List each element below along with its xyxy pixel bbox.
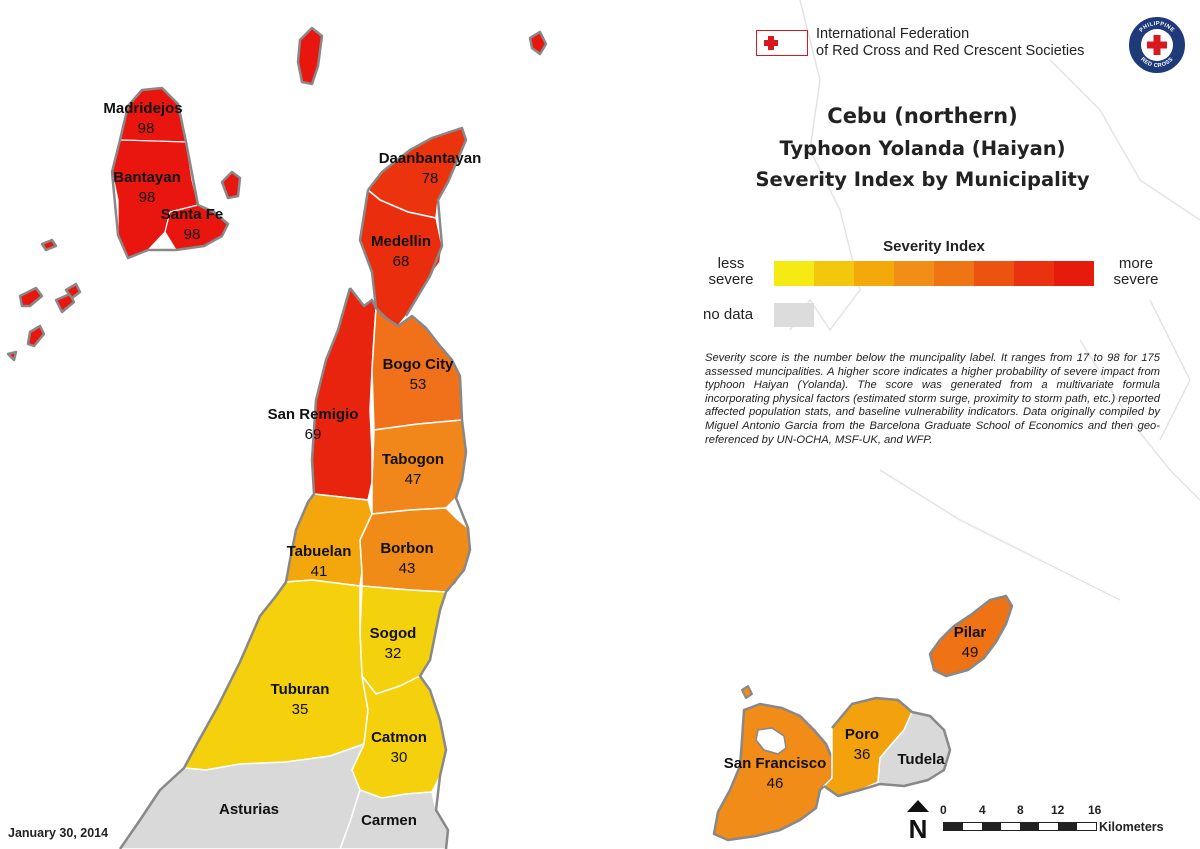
- score-catmon: 30: [391, 749, 408, 766]
- label-tuburan: Tuburan: [271, 681, 330, 698]
- scale-tick: 12: [1051, 803, 1065, 817]
- label-bantayan: Bantayan: [113, 169, 181, 186]
- philippine-red-cross-logo: PHILIPPINE RED CROSS: [1129, 17, 1185, 73]
- legend-less-label: less severe: [708, 255, 754, 288]
- islet: [528, 30, 548, 56]
- north-label: N: [909, 814, 928, 840]
- islet: [296, 26, 324, 86]
- label-madridejos: Madridejos: [103, 100, 182, 117]
- label-san-francisco: San Francisco: [724, 755, 827, 772]
- scale-unit-label: Kilometers: [1099, 820, 1164, 834]
- islet: [26, 324, 46, 348]
- label-daanbantayan: Daanbantayan: [379, 150, 482, 167]
- score-daanbantayan: 78: [422, 170, 439, 187]
- scale-tick: 8: [1017, 803, 1024, 817]
- legend-no-data-label: no data: [703, 306, 754, 323]
- ifrc-name-line2: of Red Cross and Red Crescent Societies: [816, 43, 1085, 59]
- score-tabogon: 47: [405, 471, 422, 488]
- legend-swatch: [974, 261, 1014, 286]
- bantayan-island: [6, 26, 548, 362]
- islet: [54, 292, 76, 314]
- ifrc-name-line1: International Federation: [816, 26, 970, 42]
- scale-tick: 4: [979, 803, 986, 817]
- scale-bar: [943, 822, 1097, 831]
- score-pilar: 49: [962, 644, 979, 661]
- legend-swatch: [814, 261, 854, 286]
- region-tuburan: [183, 579, 369, 771]
- scale-tick: 16: [1088, 803, 1102, 817]
- label-sogod: Sogod: [370, 625, 417, 642]
- score-tuburan: 35: [292, 701, 309, 718]
- legend-more-label: more severe: [1113, 255, 1159, 288]
- label-santa-fe: Santa Fe: [161, 206, 224, 223]
- region-pilar: [928, 594, 1014, 678]
- legend-swatch: [1014, 261, 1054, 286]
- islet: [220, 170, 242, 200]
- map-date: January 30, 2014: [8, 826, 109, 840]
- ifrc-org-name: International Federation of Red Cross an…: [816, 26, 1084, 60]
- label-catmon: Catmon: [371, 729, 427, 746]
- score-santa-fe: 98: [184, 226, 201, 243]
- legend-swatch: [934, 261, 974, 286]
- islet: [40, 238, 58, 252]
- score-medellin: 68: [393, 253, 410, 270]
- label-tabuelan: Tabuelan: [287, 543, 352, 560]
- label-borbon: Borbon: [380, 540, 433, 557]
- region-tabuelan: [285, 493, 373, 587]
- score-poro: 36: [854, 746, 871, 763]
- score-bogo-city: 53: [410, 376, 427, 393]
- scale-tick: 0: [940, 803, 947, 817]
- region-borbon: [359, 507, 471, 593]
- north-arrow-icon: N: [907, 800, 929, 840]
- map-subtitle-2: Severity Index by Municipality: [755, 168, 1090, 191]
- score-borbon: 43: [399, 560, 416, 577]
- islet: [18, 286, 44, 308]
- legend-swatch: [854, 261, 894, 286]
- islet: [6, 350, 18, 362]
- score-tabuelan: 41: [311, 563, 328, 580]
- score-san-remigio: 69: [305, 426, 322, 443]
- municipality-labels: Madridejos 98 Bantayan 98 Santa Fe 98 Da…: [103, 100, 986, 829]
- legend-swatch: [894, 261, 934, 286]
- description-text: Severity score is the number below the m…: [705, 352, 1160, 446]
- score-bantayan: 98: [139, 189, 156, 206]
- score-san-francisco: 46: [767, 775, 784, 792]
- label-tudela: Tudela: [897, 751, 945, 768]
- background-land-outline: [789, 0, 1200, 601]
- ifrc-logo: [756, 30, 808, 56]
- label-medellin: Medellin: [371, 233, 431, 250]
- score-sogod: 32: [385, 645, 402, 662]
- label-pilar: Pilar: [954, 624, 987, 641]
- label-tabogon: Tabogon: [382, 451, 444, 468]
- legend-no-data-swatch: [774, 303, 814, 327]
- label-bogo-city: Bogo City: [383, 356, 454, 373]
- region-san-francisco: [712, 702, 834, 842]
- legend-swatch: [774, 261, 814, 286]
- label-san-remigio: San Remigio: [268, 406, 359, 423]
- map-title: Cebu (northern): [827, 104, 1018, 128]
- legend-color-ramp: [774, 261, 1094, 286]
- label-poro: Poro: [845, 726, 879, 743]
- label-asturias: Asturias: [219, 801, 279, 818]
- camotes-islands: [712, 594, 1014, 842]
- legend-swatch: [1054, 261, 1094, 286]
- legend-title: Severity Index: [883, 238, 985, 255]
- score-madridejos: 98: [138, 120, 155, 137]
- cebu-mainland: [118, 126, 472, 849]
- region-san-remigio: [311, 287, 377, 501]
- map-subtitle: Typhoon Yolanda (Haiyan): [779, 137, 1066, 160]
- label-carmen: Carmen: [361, 812, 417, 829]
- islet: [64, 282, 82, 300]
